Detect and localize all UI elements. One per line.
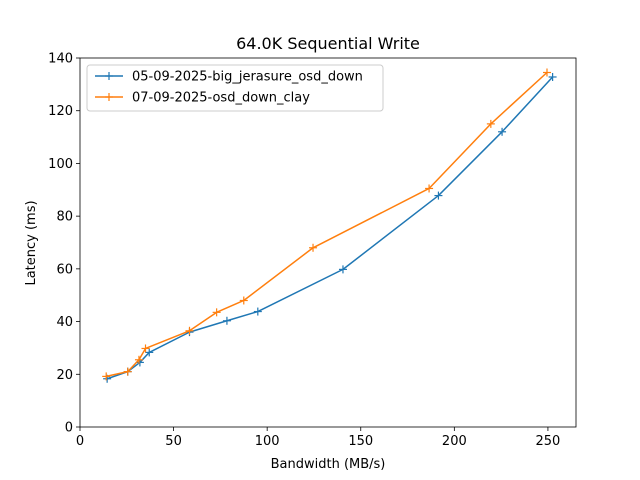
legend-entry: 07-09-2025-osd_down_clay <box>95 91 310 106</box>
data-point <box>486 119 495 128</box>
series-1 <box>103 72 557 383</box>
legend-label: 05-09-2025-big_jerasure_osd_down <box>132 70 363 85</box>
data-point <box>425 184 434 193</box>
legend-box <box>86 64 384 112</box>
x-tick-label: 0 <box>76 434 84 449</box>
data-point <box>309 243 318 252</box>
x-tick-label: 250 <box>536 434 561 449</box>
x-tick-label: 150 <box>348 434 373 449</box>
chart-title: 64.0K Sequential Write <box>236 34 420 53</box>
data-point <box>145 348 154 357</box>
y-tick-label: 60 <box>56 262 73 277</box>
legend: 05-09-2025-big_jerasure_osd_down 07-09-20… <box>86 64 384 112</box>
y-tick-label: 40 <box>56 315 73 330</box>
data-point <box>542 68 551 77</box>
x-tick-label: 100 <box>255 434 280 449</box>
y-axis-ticks: 0 20 40 60 80 100 120 140 <box>48 52 80 436</box>
series-2 <box>102 68 551 381</box>
y-tick-label: 0 <box>65 421 73 436</box>
data-point <box>123 367 132 376</box>
series-layer <box>102 68 557 383</box>
data-point <box>498 127 507 136</box>
data-point <box>239 296 248 305</box>
legend-entry: 05-09-2025-big_jerasure_osd_down <box>95 70 363 85</box>
y-tick-label: 80 <box>56 210 73 225</box>
data-point <box>434 191 443 200</box>
y-tick-label: 120 <box>48 104 73 119</box>
y-tick-label: 100 <box>48 157 73 172</box>
plot-frame <box>79 57 577 428</box>
data-point <box>222 316 231 325</box>
data-point <box>134 355 143 364</box>
data-point <box>338 265 347 274</box>
x-axis-ticks: 0 50 100 150 200 250 <box>76 427 560 449</box>
x-axis-label: Bandwidth (MB/s) <box>271 457 386 472</box>
data-point <box>185 326 194 335</box>
series-line <box>106 71 548 378</box>
data-point <box>141 344 150 353</box>
data-point <box>102 372 111 381</box>
plot-area <box>79 57 577 428</box>
x-tick-label: 200 <box>442 434 467 449</box>
data-point <box>253 307 262 316</box>
series-line <box>106 76 554 380</box>
y-axis-label: Latency (ms) <box>24 200 39 285</box>
x-tick-label: 50 <box>165 434 182 449</box>
y-tick-label: 20 <box>56 368 73 383</box>
data-point <box>548 72 557 81</box>
y-tick-label: 140 <box>48 52 73 67</box>
legend-label: 07-09-2025-osd_down_clay <box>132 91 310 106</box>
data-point <box>212 308 221 317</box>
